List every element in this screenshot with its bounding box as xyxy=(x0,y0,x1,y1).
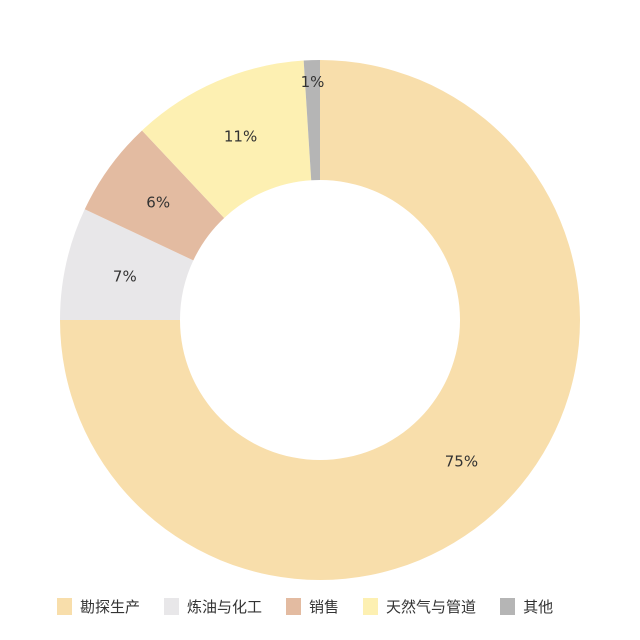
legend-swatch xyxy=(57,598,72,615)
legend-label: 炼油与化工 xyxy=(187,598,263,616)
slice-0 xyxy=(60,60,580,580)
slice-2 xyxy=(84,130,225,261)
legend-item[interactable]: 炼油与化工 xyxy=(164,596,262,617)
slice-label: 6% xyxy=(146,193,170,211)
slice-label: 1% xyxy=(301,73,325,91)
slice-label: 75% xyxy=(445,452,478,470)
slice-4 xyxy=(303,60,320,181)
legend: 勘探生产 炼油与化工 销售 天然气与管道 其他 xyxy=(57,596,577,617)
legend-swatch xyxy=(500,598,516,615)
slice-label: 7% xyxy=(113,267,137,285)
slice-1 xyxy=(60,209,194,320)
legend-label: 销售 xyxy=(309,598,340,616)
slice-3 xyxy=(142,60,312,218)
donut-chart: 75% 7% 6% 11% 1% xyxy=(60,60,580,580)
legend-label: 勘探生产 xyxy=(80,598,141,616)
legend-swatch xyxy=(363,598,379,615)
legend-label: 天然气与管道 xyxy=(386,598,477,616)
legend-item[interactable]: 其他 xyxy=(500,596,553,617)
legend-item[interactable]: 销售 xyxy=(286,596,339,617)
legend-swatch xyxy=(164,598,180,615)
legend-item[interactable]: 勘探生产 xyxy=(57,596,140,617)
legend-swatch xyxy=(286,598,302,615)
slice-label: 11% xyxy=(224,127,257,145)
legend-label: 其他 xyxy=(523,598,554,616)
legend-item[interactable]: 天然气与管道 xyxy=(363,596,476,617)
